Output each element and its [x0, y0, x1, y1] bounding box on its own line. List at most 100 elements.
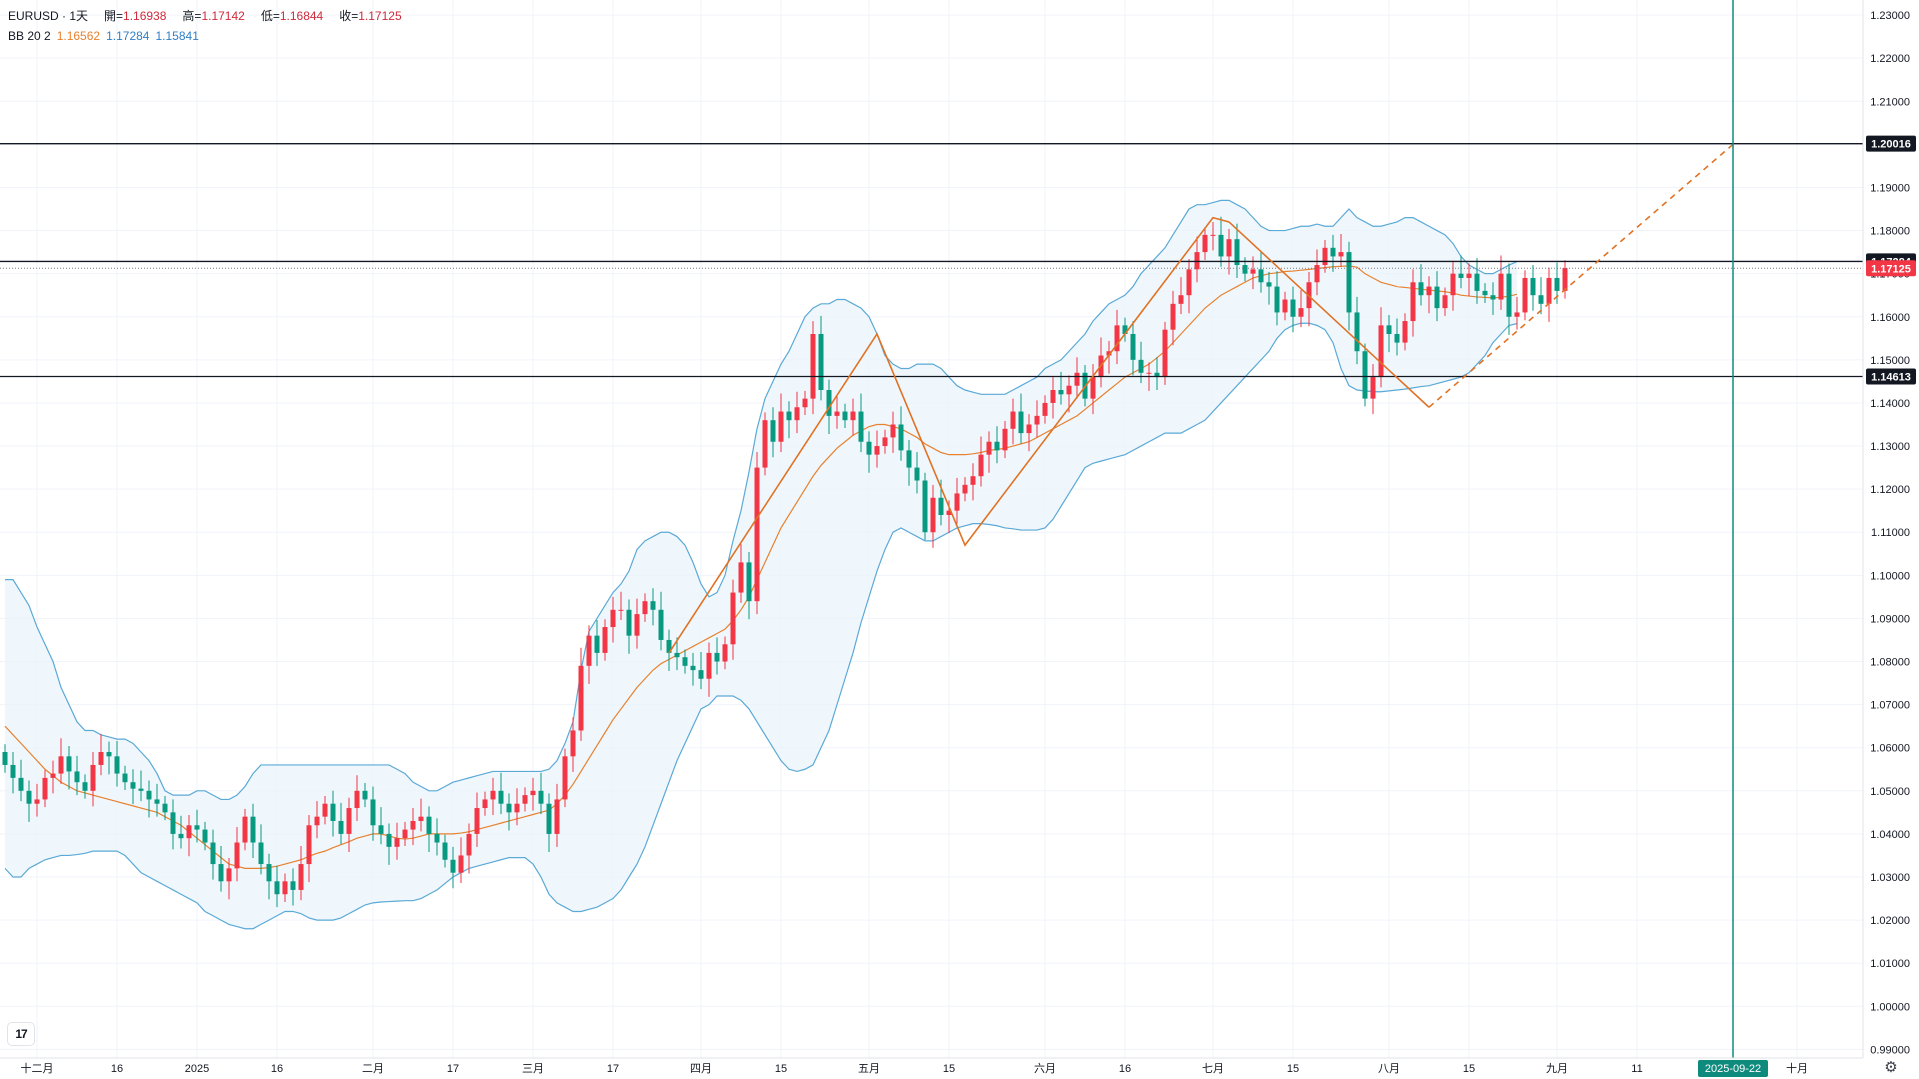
candle-body	[226, 868, 232, 882]
candle-body	[90, 764, 96, 791]
y-tick-label: 1.18000	[1870, 226, 1910, 238]
candle	[1002, 421, 1008, 459]
candle-body	[66, 756, 72, 772]
candle	[674, 637, 680, 671]
y-tick-label: 1.22000	[1870, 53, 1910, 65]
candle-body	[186, 825, 192, 839]
candle-body	[1138, 359, 1144, 373]
candle-body	[1154, 372, 1160, 378]
tradingview-logo-icon[interactable]: 17	[8, 1023, 34, 1045]
candle	[138, 770, 144, 802]
candle	[290, 868, 296, 906]
candle	[994, 426, 1000, 464]
candle	[266, 853, 272, 900]
candle	[530, 777, 536, 811]
candle-body	[330, 803, 336, 821]
high-value: 1.17142	[201, 9, 245, 23]
candle-body	[530, 790, 536, 796]
price-tag-top-text: 1.20016	[1871, 139, 1911, 151]
candle	[858, 393, 864, 453]
candle	[794, 391, 800, 434]
candle-body	[1298, 308, 1304, 317]
candle	[354, 775, 360, 821]
candle-body	[306, 825, 312, 865]
candle	[914, 452, 920, 494]
candle-body	[346, 808, 352, 834]
candle-body	[1026, 424, 1032, 434]
candle	[1474, 258, 1480, 304]
candle-body	[146, 790, 152, 800]
candle-body	[1034, 415, 1040, 425]
candle	[370, 786, 376, 841]
bb-row[interactable]: BB 20 2 1.16562 1.17284 1.15841	[8, 26, 402, 46]
candle	[1490, 282, 1496, 316]
candle-body	[74, 771, 80, 783]
settings-gear-icon[interactable]: ⚙	[1884, 1059, 1898, 1076]
candle-body	[1210, 234, 1216, 236]
candle	[66, 745, 72, 790]
candle-body	[2, 752, 8, 765]
candle-body	[1322, 247, 1328, 266]
x-tick-label: 15	[943, 1063, 955, 1075]
candle-body	[1474, 273, 1480, 291]
x-tick-label: 九月	[1546, 1062, 1568, 1075]
candle-body	[666, 639, 672, 653]
candle-body	[818, 333, 824, 391]
candle-body	[202, 829, 208, 843]
y-tick-label: 1.05000	[1870, 786, 1910, 798]
candle-body	[978, 454, 984, 477]
candle-body	[938, 497, 944, 515]
open-label: 開=	[104, 9, 124, 23]
candle	[602, 619, 608, 661]
candle	[666, 629, 672, 672]
candle	[50, 760, 56, 794]
candle-body	[914, 467, 920, 481]
candle-body	[10, 764, 16, 778]
x-tick-label: 八月	[1378, 1063, 1400, 1075]
bb-indicator-name[interactable]: BB 20 2	[8, 29, 51, 43]
y-tick-label: 1.12000	[1870, 484, 1910, 496]
candle	[410, 808, 416, 846]
candle-body	[522, 795, 528, 804]
candle-body	[338, 820, 344, 834]
price-tag-low-text: 1.14613	[1871, 372, 1911, 384]
candle-body	[1218, 234, 1224, 257]
candle-body	[42, 777, 48, 800]
candle-body	[1130, 333, 1136, 360]
candle-body	[1458, 273, 1464, 278]
candle	[1274, 271, 1280, 326]
x-tick-label: 15	[775, 1063, 787, 1075]
candle	[778, 393, 784, 453]
candle	[522, 787, 528, 812]
candle	[970, 463, 976, 501]
candle	[1378, 307, 1384, 388]
bb-basis-value: 1.16562	[56, 29, 101, 43]
candle-body	[586, 635, 592, 666]
candle	[1322, 240, 1328, 273]
candle	[394, 822, 400, 860]
x-tick-label: 15	[1463, 1063, 1475, 1075]
candle	[474, 792, 480, 847]
candle	[1114, 309, 1120, 365]
candle-body	[162, 803, 168, 813]
candle-body	[810, 333, 816, 399]
candle-body	[834, 411, 840, 416]
candle-body	[322, 803, 328, 817]
close-label: 收=	[339, 9, 359, 23]
candle	[1466, 263, 1472, 297]
y-tick-label: 1.04000	[1870, 829, 1910, 841]
candle-body	[946, 510, 952, 515]
price-tag-current-text: 1.17125	[1871, 263, 1911, 275]
y-tick-label: 1.21000	[1870, 96, 1910, 108]
candle-body	[1538, 295, 1544, 304]
candle	[330, 790, 336, 837]
candle	[978, 436, 984, 487]
candle	[1178, 277, 1184, 315]
candle-body	[1146, 372, 1152, 374]
symbol-title[interactable]: EURUSD · 1天	[8, 9, 89, 23]
candle-body	[1530, 277, 1536, 296]
candle	[1258, 251, 1264, 293]
y-tick-label: 1.03000	[1870, 872, 1910, 884]
